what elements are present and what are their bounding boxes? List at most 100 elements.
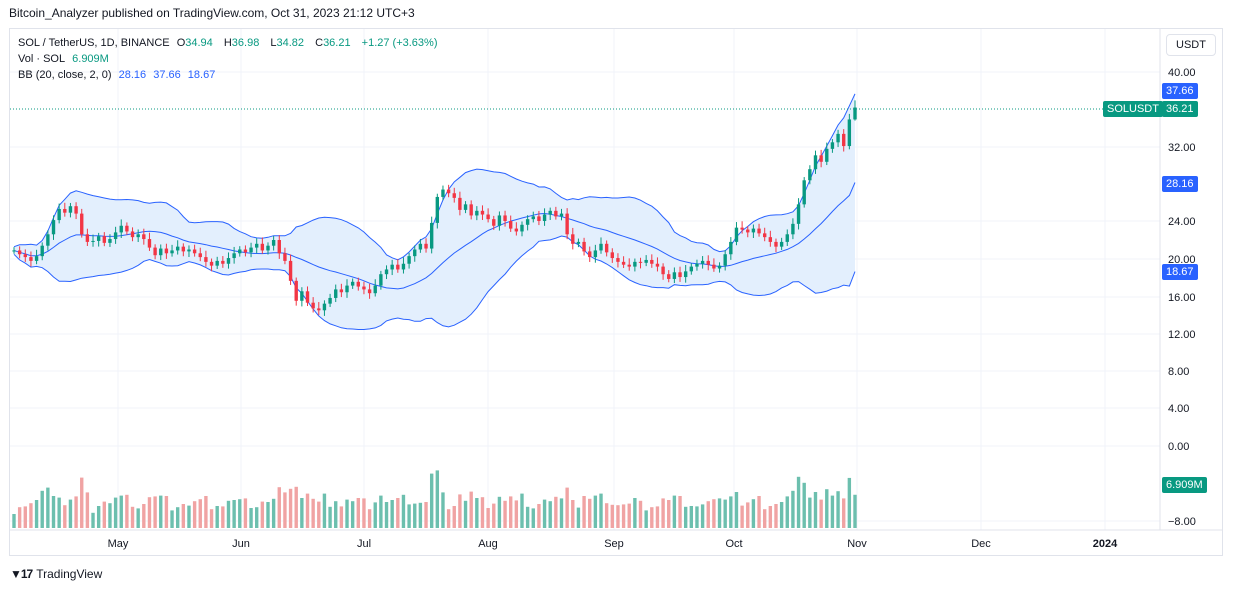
volume-bar <box>40 490 44 528</box>
candle-body <box>29 257 33 261</box>
price-tick-label: 32.00 <box>1168 142 1196 154</box>
volume-bar <box>96 506 101 528</box>
legend-ohlc: SOL / TetherUS, 1D, BINANCE O34.94 H36.9… <box>18 36 442 50</box>
candle-body <box>751 228 756 233</box>
candle-body <box>475 210 479 216</box>
candle-body <box>221 260 225 264</box>
candle-body <box>85 234 90 242</box>
time-axis-ticks: May Jun Jul Aug Sep Oct Nov Dec 2024 <box>108 538 1119 550</box>
candle-body <box>672 272 677 279</box>
candle-body <box>802 180 806 205</box>
candle-body <box>170 250 174 254</box>
candle-body <box>463 204 468 210</box>
candle-body <box>147 239 152 248</box>
volume-bar <box>401 494 406 528</box>
volume-bar <box>255 507 259 528</box>
candle-body <box>23 254 27 258</box>
candle-body <box>192 249 197 254</box>
candle-body <box>576 241 581 244</box>
volume-bar <box>616 505 620 528</box>
volume-bar <box>774 504 778 528</box>
volume-tag: 6.909M <box>1162 477 1207 493</box>
volume-bar <box>57 497 61 528</box>
candle-body <box>836 133 840 143</box>
volume-bar <box>458 494 462 528</box>
candle-body <box>497 215 502 226</box>
candle-body <box>537 216 541 221</box>
candle-body <box>384 269 389 275</box>
candle-body <box>226 258 231 264</box>
last-price-tag: 36.21 <box>1162 101 1198 117</box>
time-tick-label: Nov <box>847 538 867 550</box>
candle-body <box>723 254 727 266</box>
candle-body <box>271 240 276 246</box>
volume-bar <box>582 496 586 528</box>
volume-bar <box>791 490 795 528</box>
volume-bar <box>683 506 688 528</box>
volume-bar <box>51 496 56 528</box>
candle-body <box>305 291 310 303</box>
volume-bar <box>125 494 129 528</box>
volume-bar <box>853 494 857 528</box>
candle-body <box>638 261 643 263</box>
tradingview-footer[interactable]: ▼17 TradingView <box>10 567 102 581</box>
candle-body <box>328 297 332 304</box>
candle-body <box>407 256 411 264</box>
candle-body <box>480 210 485 215</box>
candle-body <box>198 253 202 258</box>
candle-body <box>379 274 383 286</box>
price-tick-label: 8.00 <box>1168 366 1189 378</box>
legend-close: C36.21 <box>315 37 354 49</box>
currency-button[interactable]: USDT <box>1166 34 1216 56</box>
volume-bar <box>621 504 626 528</box>
volume-bar <box>441 492 445 528</box>
volume-bar <box>576 507 581 528</box>
volume-bar <box>429 473 434 528</box>
volume-bar <box>362 498 366 528</box>
volume-bar <box>418 502 423 528</box>
volume-bars <box>12 470 857 528</box>
candle-body <box>345 285 349 293</box>
candle-body <box>175 246 180 251</box>
volume-bar <box>627 503 631 528</box>
candle-body <box>520 224 524 232</box>
volume-bar <box>249 508 253 528</box>
candle-body <box>813 155 818 170</box>
candle-body <box>667 274 671 279</box>
candle-body <box>46 234 50 246</box>
time-tick-label: Oct <box>725 538 742 550</box>
candle-body <box>136 234 140 238</box>
candle-body <box>712 264 716 269</box>
candle-body <box>627 264 631 267</box>
volume-bar <box>226 500 231 528</box>
volume-bar <box>288 488 293 528</box>
volume-bar <box>480 497 485 528</box>
volume-bar <box>63 505 67 528</box>
candle-body <box>452 193 456 198</box>
candle-body <box>362 286 366 290</box>
volume-bar <box>785 496 789 528</box>
volume-bar <box>661 498 665 528</box>
candle-body <box>542 214 547 221</box>
candle-body <box>808 169 812 181</box>
bb-lower-value: 18.67 <box>187 69 216 81</box>
volume-bar <box>452 506 456 528</box>
candle-body <box>695 263 699 267</box>
price-tick-label: 24.00 <box>1168 216 1196 228</box>
volume-bar <box>762 509 767 528</box>
price-tick-label: 40.00 <box>1168 67 1196 79</box>
bollinger-bands <box>13 93 856 330</box>
bb-upper-tag: 37.66 <box>1162 83 1198 99</box>
time-tick-label: Sep <box>604 538 624 550</box>
volume-bar <box>260 501 265 528</box>
volume-bar <box>34 500 39 528</box>
volume-bar <box>277 487 281 528</box>
volume-bar <box>655 506 660 528</box>
low-label: L <box>270 37 277 49</box>
candle-body <box>102 236 107 243</box>
volume-bar <box>486 508 490 528</box>
candle-body <box>142 234 146 240</box>
volume-bar <box>808 497 812 528</box>
candle-body <box>644 259 648 263</box>
